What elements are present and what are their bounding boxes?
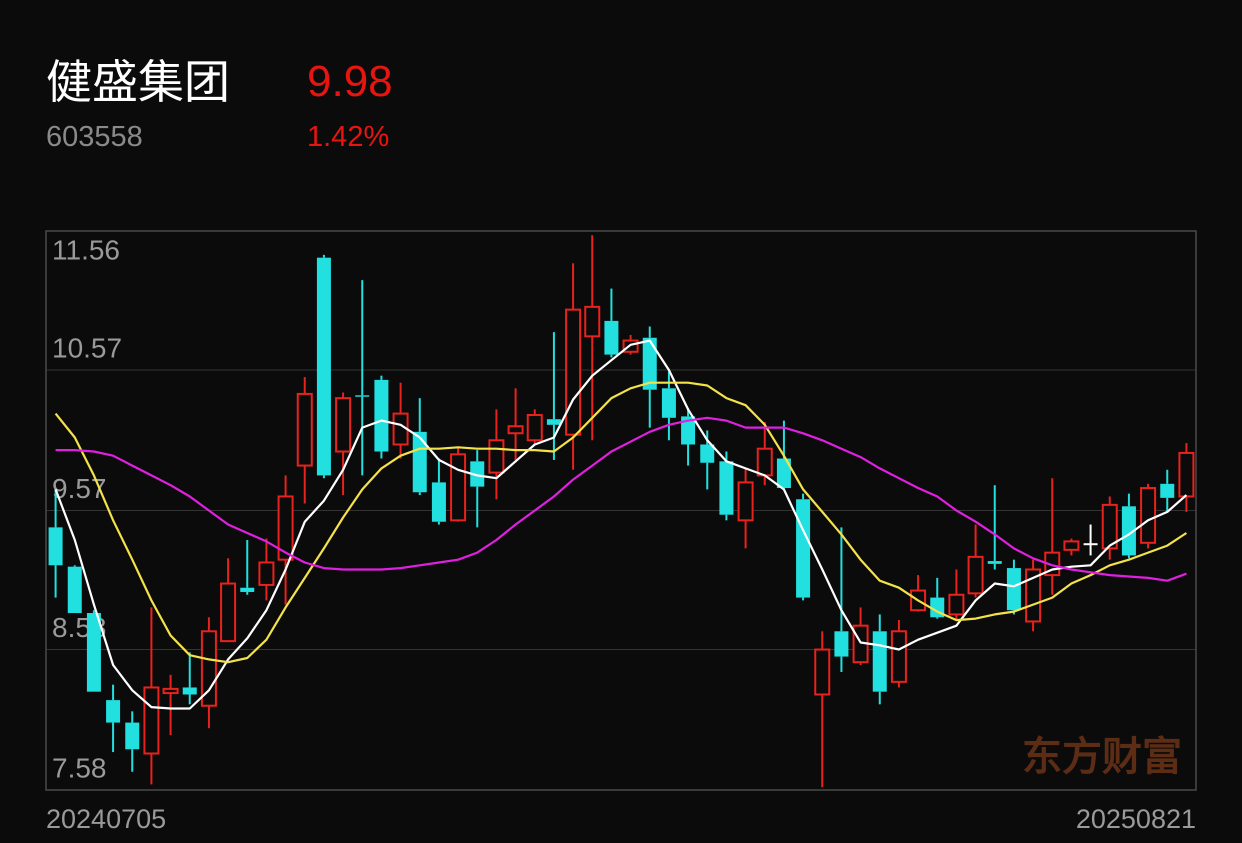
candle-body: [48, 527, 63, 566]
candle-body: [1101, 503, 1118, 550]
candle-body: [143, 686, 160, 755]
candle-body: [1121, 506, 1136, 556]
candle-body: [604, 320, 619, 355]
moving-average-line: [54, 381, 1188, 664]
candle-body: [834, 631, 849, 657]
candle-body: [200, 630, 217, 707]
candle-body: [642, 337, 657, 390]
candle-body: [756, 447, 773, 477]
candle-body: [162, 687, 179, 695]
candle-body: [335, 397, 352, 453]
candle-body: [967, 555, 984, 595]
candle-body: [584, 305, 601, 338]
candle-body: [1140, 487, 1157, 544]
candle-body: [661, 388, 676, 418]
candle-body: [872, 631, 887, 692]
candle-body: [412, 431, 427, 493]
candle-body: [67, 566, 82, 614]
y-tick-label: 7.58: [52, 752, 107, 783]
candle-body: [1006, 568, 1021, 611]
watermark: 东方财富: [1022, 734, 1182, 779]
candle-body: [355, 395, 370, 397]
candle-body: [987, 561, 1002, 564]
candle-body: [220, 582, 237, 643]
candle-body: [719, 461, 734, 515]
candle-body: [1063, 540, 1080, 551]
candle-body: [86, 613, 101, 692]
candle-body: [890, 630, 907, 683]
candle-body: [182, 687, 197, 695]
candle-body: [796, 499, 811, 598]
candle-body: [258, 561, 275, 586]
price-change: 1.42%: [307, 121, 389, 153]
y-tick-label: 11.56: [52, 234, 120, 265]
candle-body: [546, 419, 561, 425]
candle-body: [125, 722, 140, 750]
chart-frame: [45, 230, 1197, 791]
candle-body: [1178, 451, 1195, 498]
candle-body: [1025, 568, 1042, 623]
candle-body: [526, 413, 543, 442]
moving-average-line: [55, 416, 1187, 582]
candle-body: [277, 495, 294, 561]
candle-body: [565, 308, 582, 436]
candle-body: [1160, 483, 1175, 498]
x-tick-label: 20250821: [1076, 804, 1196, 834]
stock-name: 健盛集团: [46, 56, 230, 108]
candle-body: [470, 461, 485, 487]
candle-body: [488, 439, 505, 474]
x-tick-label: 20240705: [46, 804, 166, 834]
candle-body: [700, 444, 715, 463]
stock-code: 603558: [46, 121, 143, 153]
candle-body: [431, 482, 446, 522]
candle-body: [240, 587, 255, 592]
moving-average-line: [54, 339, 1188, 710]
candle-body: [296, 392, 313, 467]
candle-body: [507, 425, 524, 435]
candle-body: [814, 648, 831, 696]
candle-body: [450, 453, 467, 522]
y-tick-label: 10.57: [52, 332, 122, 363]
candle-body: [316, 257, 331, 476]
candle-body: [737, 481, 754, 522]
candle-body: [681, 416, 696, 445]
y-tick-label: 9.57: [52, 473, 107, 504]
candle-body: [776, 458, 791, 489]
candle-body: [106, 700, 121, 723]
candle-body: [948, 593, 965, 616]
candle-body: [374, 379, 389, 452]
stock-price: 9.98: [307, 57, 393, 106]
